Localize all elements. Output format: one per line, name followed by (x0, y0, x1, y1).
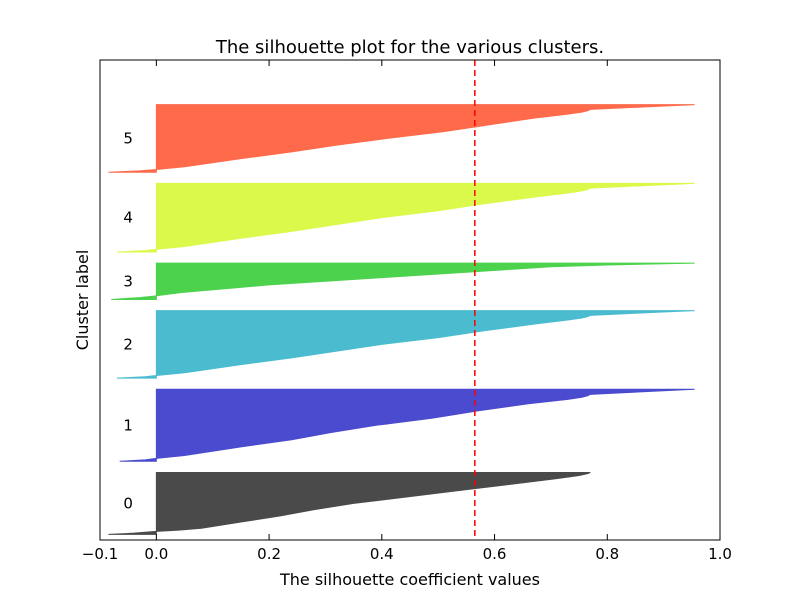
silhouette-cluster-2 (116, 310, 695, 379)
x-axis-ticks: −0.1 0.0 0.2 0.4 0.6 0.8 1.0 (82, 60, 732, 563)
silhouette-cluster-3 (111, 262, 695, 300)
x-tick-label: 0.6 (483, 545, 507, 563)
x-tick-label: 0.0 (144, 545, 168, 563)
chart-title: The silhouette plot for the various clus… (215, 37, 604, 58)
silhouette-cluster-4 (116, 182, 695, 253)
x-tick-label: −0.1 (82, 545, 118, 563)
x-axis-label: The silhouette coefficient values (279, 570, 540, 589)
cluster-label-1: 1 (123, 416, 133, 434)
silhouette-cluster-0 (108, 471, 591, 535)
cluster-label-2: 2 (123, 335, 133, 353)
x-tick-label: 0.2 (257, 545, 281, 563)
y-axis-label: Cluster label (73, 250, 92, 351)
cluster-label-4: 4 (123, 209, 133, 227)
plot-area: 0 1 2 3 4 5 (99, 59, 721, 541)
x-tick-label: 0.4 (370, 545, 394, 563)
silhouette-cluster-5 (108, 104, 695, 173)
x-tick-label: 0.8 (595, 545, 619, 563)
axes-frame (99, 59, 721, 541)
x-tick-label: 1.0 (708, 545, 732, 563)
silhouette-cluster-1 (119, 388, 695, 462)
cluster-label-3: 3 (123, 272, 133, 290)
cluster-label-5: 5 (123, 129, 133, 147)
cluster-label-0: 0 (123, 494, 133, 512)
